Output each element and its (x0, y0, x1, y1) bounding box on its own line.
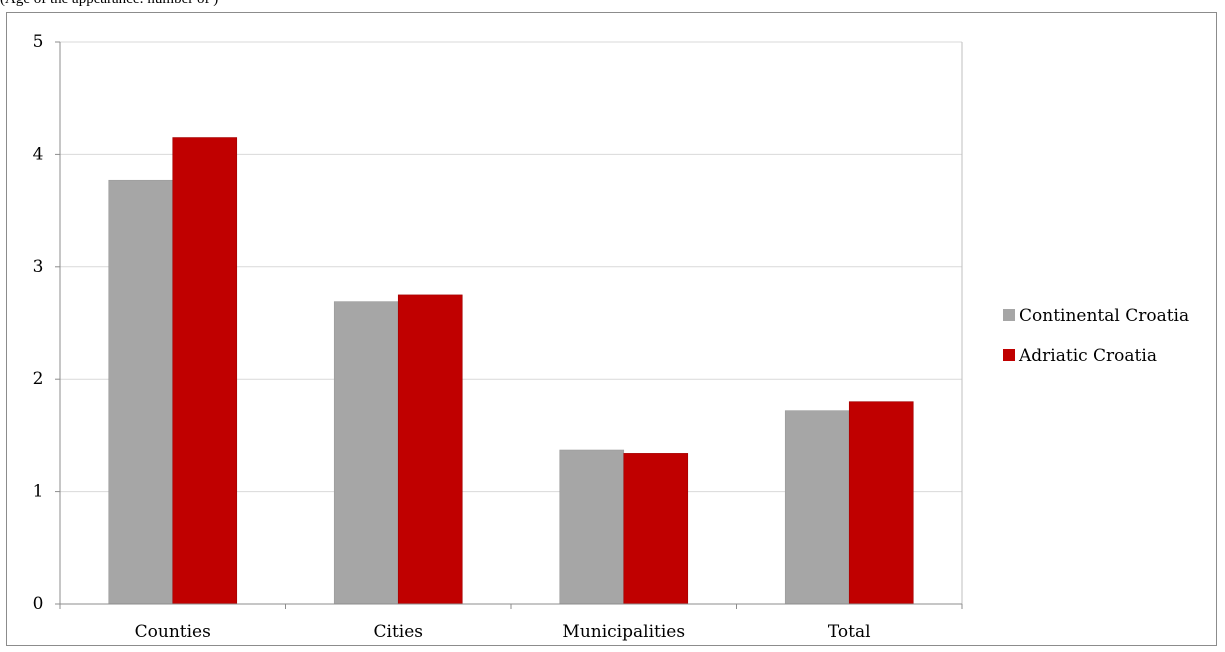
x-axis-ticks: Counties Cities Municipalities Total (59, 604, 963, 642)
legend-label: Continental Croatia (1019, 306, 1189, 326)
bar-adriatic-croatia-total[interactable] (848, 401, 914, 605)
bars (108, 137, 914, 605)
chart-frame (6, 12, 1217, 646)
x-tick-label: Cities (374, 622, 424, 642)
legend-label: Adriatic Croatia (1018, 346, 1157, 366)
bar-adriatic-croatia-cities[interactable] (397, 294, 463, 605)
legend[interactable]: Continental Croatia Adriatic Croatia (1003, 306, 1189, 366)
y-tick-label: 0 (33, 594, 44, 614)
y-axis-ticks: 0 1 2 3 4 5 (33, 32, 60, 614)
y-tick-label: 1 (33, 482, 44, 502)
bar-continental-croatia-cities[interactable] (333, 301, 399, 605)
y-tick-label: 2 (33, 369, 44, 389)
bar-adriatic-croatia-municipalities[interactable] (623, 453, 689, 605)
bar-adriatic-croatia-counties[interactable] (172, 137, 238, 605)
bar-continental-croatia-municipalities[interactable] (559, 449, 625, 605)
y-tick-label: 5 (33, 32, 44, 52)
caption-fragment: (Age of the appearance: number of ) (0, 0, 218, 8)
x-tick-label: Counties (135, 622, 211, 642)
legend-swatch (1003, 309, 1015, 321)
x-tick-label: Municipalities (562, 622, 685, 642)
x-tick-label: Total (828, 622, 871, 642)
y-tick-label: 4 (33, 144, 44, 164)
y-tick-label: 3 (33, 257, 44, 277)
legend-swatch (1003, 349, 1015, 361)
bar-continental-croatia-total[interactable] (784, 410, 850, 605)
bar-continental-croatia-counties[interactable] (108, 179, 174, 605)
